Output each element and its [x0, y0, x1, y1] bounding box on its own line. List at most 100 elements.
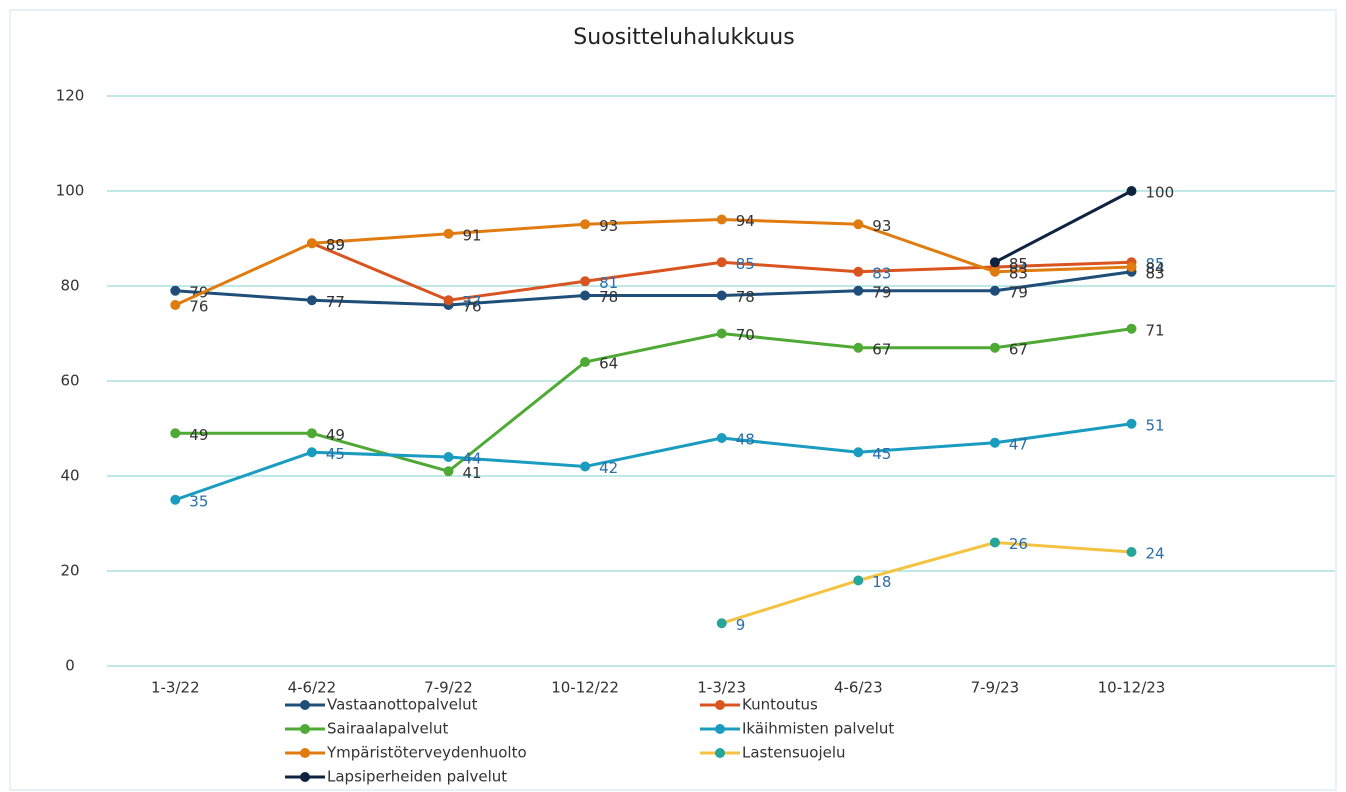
data-point	[580, 219, 591, 230]
data-point	[170, 428, 181, 439]
data-point	[443, 228, 454, 239]
data-point	[853, 447, 864, 458]
data-label: 79	[1009, 283, 1028, 301]
data-point	[1126, 323, 1137, 334]
data-label: 45	[872, 445, 891, 463]
data-point	[443, 295, 454, 306]
data-point	[170, 300, 181, 310]
legend-label: Lastensuojelu	[742, 744, 846, 762]
data-label: 49	[326, 426, 345, 444]
data-label: 84	[1009, 260, 1028, 278]
data-point	[580, 461, 591, 472]
series-line	[175, 270, 1132, 307]
data-label: 78	[599, 288, 618, 306]
data-label: 51	[1146, 416, 1165, 434]
data-point	[443, 466, 454, 477]
data-label: 48	[736, 431, 755, 449]
legend-label: Sairaalapalvelut	[327, 720, 448, 738]
data-label: 42	[599, 459, 618, 477]
data-label: 85	[736, 255, 755, 273]
series-line	[174, 422, 1132, 502]
x-tick-label: 10-12/23	[1098, 679, 1166, 697]
data-label: 35	[189, 492, 208, 510]
data-label: 45	[326, 445, 345, 463]
series-line	[175, 327, 1132, 473]
series-line	[721, 540, 1132, 625]
data-label: 93	[599, 217, 618, 235]
data-point	[716, 618, 727, 629]
x-tick-label: 4-6/23	[834, 679, 883, 697]
data-label: 93	[872, 217, 891, 235]
legend-label: Ympäristöterveydenhuolto	[326, 744, 527, 762]
data-label: 26	[1009, 535, 1028, 553]
data-point	[443, 452, 454, 462]
data-label: 18	[872, 573, 891, 591]
y-tick-label: 100	[56, 182, 85, 200]
legend-label: Lapsiperheiden palvelut	[327, 768, 507, 786]
data-label: 78	[736, 288, 755, 306]
y-tick-label: 0	[65, 657, 75, 675]
y-tick-label: 120	[56, 87, 85, 105]
data-point	[306, 428, 317, 439]
x-tick-label: 4-6/22	[288, 679, 337, 697]
y-tick-label: 20	[60, 562, 79, 580]
data-label: 79	[872, 283, 891, 301]
y-tick-label: 40	[60, 467, 79, 485]
x-tick-label: 7-9/23	[971, 679, 1020, 697]
x-tick-label: 1-3/22	[151, 679, 200, 697]
data-point	[716, 328, 727, 339]
data-label: 44	[463, 450, 482, 468]
data-point	[853, 285, 864, 296]
data-point	[1126, 186, 1137, 196]
series-line	[994, 189, 1133, 264]
data-point	[989, 437, 1000, 448]
data-label: 9	[736, 616, 746, 634]
chart-title: Suositteluhalukkuus	[573, 25, 794, 50]
data-point	[716, 214, 727, 225]
legend-label: Kuntoutus	[742, 696, 818, 714]
data-point	[716, 290, 727, 301]
data-point	[1126, 418, 1137, 429]
data-point	[580, 290, 591, 301]
legend-marker	[300, 772, 310, 782]
data-point	[716, 257, 727, 268]
data-label: 49	[189, 426, 208, 444]
data-point	[853, 266, 864, 277]
legend-label: Vastaanottopalvelut	[327, 696, 478, 714]
y-tick-label: 80	[60, 277, 79, 295]
data-point	[306, 447, 317, 458]
data-label: 76	[463, 298, 482, 316]
data-label: 84	[1146, 260, 1165, 278]
data-point	[853, 219, 864, 230]
legend-marker	[300, 724, 310, 734]
legend-marker	[715, 700, 725, 710]
data-point	[1126, 262, 1137, 272]
chart-frame	[9, 9, 1337, 791]
data-point	[170, 285, 181, 296]
data-label: 77	[326, 293, 345, 311]
data-point	[170, 494, 181, 505]
legend-marker	[300, 700, 310, 710]
data-label: 67	[1009, 340, 1028, 358]
data-label: 91	[463, 226, 482, 244]
data-point	[716, 433, 727, 443]
data-point	[989, 285, 1000, 296]
data-point	[853, 575, 864, 586]
data-label: 24	[1146, 545, 1165, 563]
x-tick-label: 1-3/23	[697, 679, 746, 697]
data-label: 47	[1009, 435, 1028, 453]
data-label: 81	[599, 274, 618, 292]
data-point	[989, 537, 1000, 548]
legend-marker	[300, 748, 310, 758]
data-label: 70	[736, 326, 755, 344]
data-label: 67	[872, 340, 891, 358]
data-point	[306, 295, 317, 306]
legend-label: Ikäihmisten palvelut	[742, 720, 894, 738]
data-label: 100	[1146, 184, 1175, 202]
data-label: 85	[1009, 255, 1028, 273]
data-label: 83	[1009, 264, 1028, 282]
data-label: 64	[599, 355, 618, 373]
data-label: 94	[736, 212, 755, 230]
data-point	[580, 276, 591, 287]
